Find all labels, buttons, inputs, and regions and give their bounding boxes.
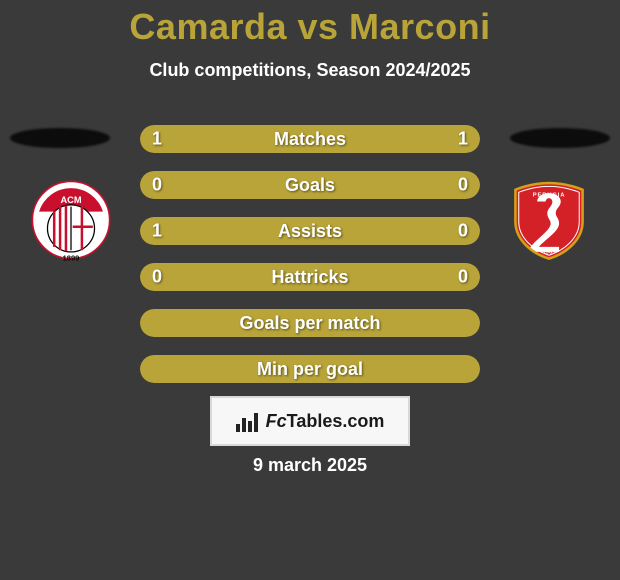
stat-label: Goals per match (239, 313, 380, 334)
subtitle: Club competitions, Season 2024/2025 (0, 60, 620, 81)
page-title: Camarda vs Marconi (0, 0, 620, 48)
attribution-text: FcTables.com (266, 411, 385, 432)
attribution-suffix: Tables.com (287, 411, 385, 432)
team-badge-right: PERUGIA 1905 (500, 178, 598, 262)
stat-label: Assists (278, 221, 342, 242)
stat-value-right: 1 (458, 129, 468, 150)
svg-text:ACM: ACM (60, 195, 81, 205)
stat-bar: 1 0 Assists (140, 217, 480, 245)
player-shadow-right (510, 128, 610, 148)
stat-bar: 0 0 Hattricks (140, 263, 480, 291)
comparison-bars: 1 1 Matches 0 0 Goals 1 0 Assists 0 0 Hattricks Goal… (140, 125, 480, 401)
stat-label: Goals (285, 175, 335, 196)
attribution-box: FcTables.com (210, 396, 410, 446)
stat-value-left: 1 (152, 129, 162, 150)
stat-value-left: 1 (152, 221, 162, 242)
stat-bar: Goals per match (140, 309, 480, 337)
svg-text:1905: 1905 (542, 250, 556, 256)
date-text: 9 march 2025 (0, 455, 620, 476)
player-shadow-left (10, 128, 110, 148)
attribution-prefix: Fc (266, 411, 287, 432)
stat-bar: 0 0 Goals (140, 171, 480, 199)
stat-label: Min per goal (257, 359, 363, 380)
stat-bar: 1 1 Matches (140, 125, 480, 153)
stat-value-right: 0 (458, 221, 468, 242)
stat-label: Matches (274, 129, 346, 150)
stat-bar: Min per goal (140, 355, 480, 383)
stat-value-right: 0 (458, 267, 468, 288)
svg-text:1899: 1899 (63, 253, 80, 262)
stat-value-left: 0 (152, 267, 162, 288)
stat-label: Hattricks (271, 267, 348, 288)
svg-text:PERUGIA: PERUGIA (533, 192, 566, 198)
bar-chart-icon (236, 410, 262, 432)
stat-value-left: 0 (152, 175, 162, 196)
team-badge-left: ACM 1899 (22, 178, 120, 262)
stat-value-right: 0 (458, 175, 468, 196)
